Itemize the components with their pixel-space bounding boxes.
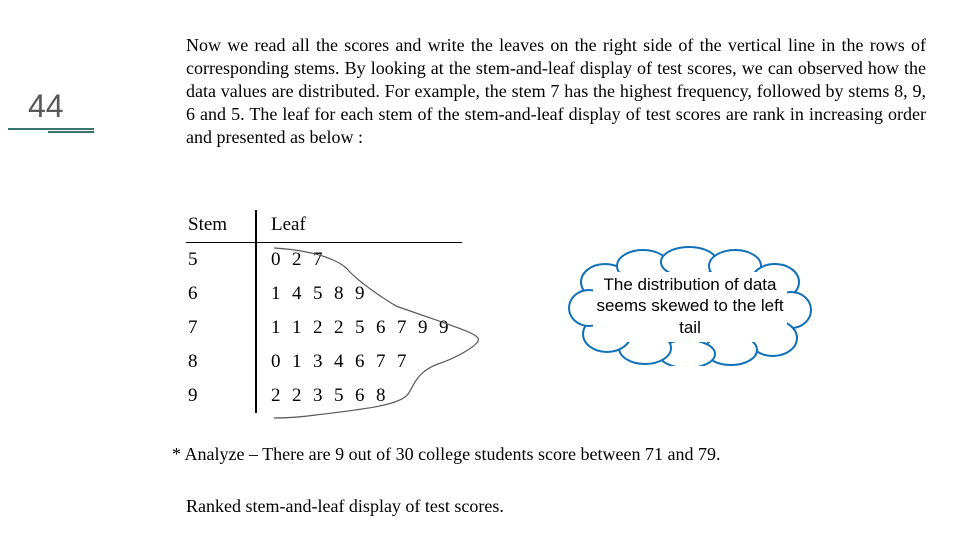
leaf-cell: 0134677	[256, 345, 462, 379]
table-row: 7112256799	[186, 311, 462, 345]
stem-cell: 5	[186, 243, 256, 277]
leaf-cell: 14589	[256, 277, 462, 311]
header-stem: Stem	[186, 210, 256, 243]
leaf-cell: 027	[256, 243, 462, 277]
analyze-note: * Analyze – There are 9 out of 30 colleg…	[172, 444, 721, 465]
stem-cell: 8	[186, 345, 256, 379]
page-number: 44	[28, 88, 64, 125]
table-row: 9223568	[186, 379, 462, 413]
callout-cloud: The distribution of data seems skewed to…	[565, 246, 815, 366]
stem-cell: 9	[186, 379, 256, 413]
intro-paragraph: Now we read all the scores and write the…	[186, 34, 926, 149]
leaf-cell: 112256799	[256, 311, 462, 345]
figure-caption: Ranked stem-and-leaf display of test sco…	[186, 496, 504, 517]
stem-cell: 6	[186, 277, 256, 311]
table-row: 80134677	[186, 345, 462, 379]
page-number-underline	[8, 128, 94, 132]
header-leaf: Leaf	[256, 210, 462, 243]
stem-cell: 7	[186, 311, 256, 345]
leaf-cell: 223568	[256, 379, 462, 413]
table-row: 614589	[186, 277, 462, 311]
callout-text: The distribution of data seems skewed to…	[587, 274, 793, 338]
stem-leaf-table: Stem Leaf 502761458971122567998013467792…	[186, 210, 462, 413]
table-row: 5027	[186, 243, 462, 277]
